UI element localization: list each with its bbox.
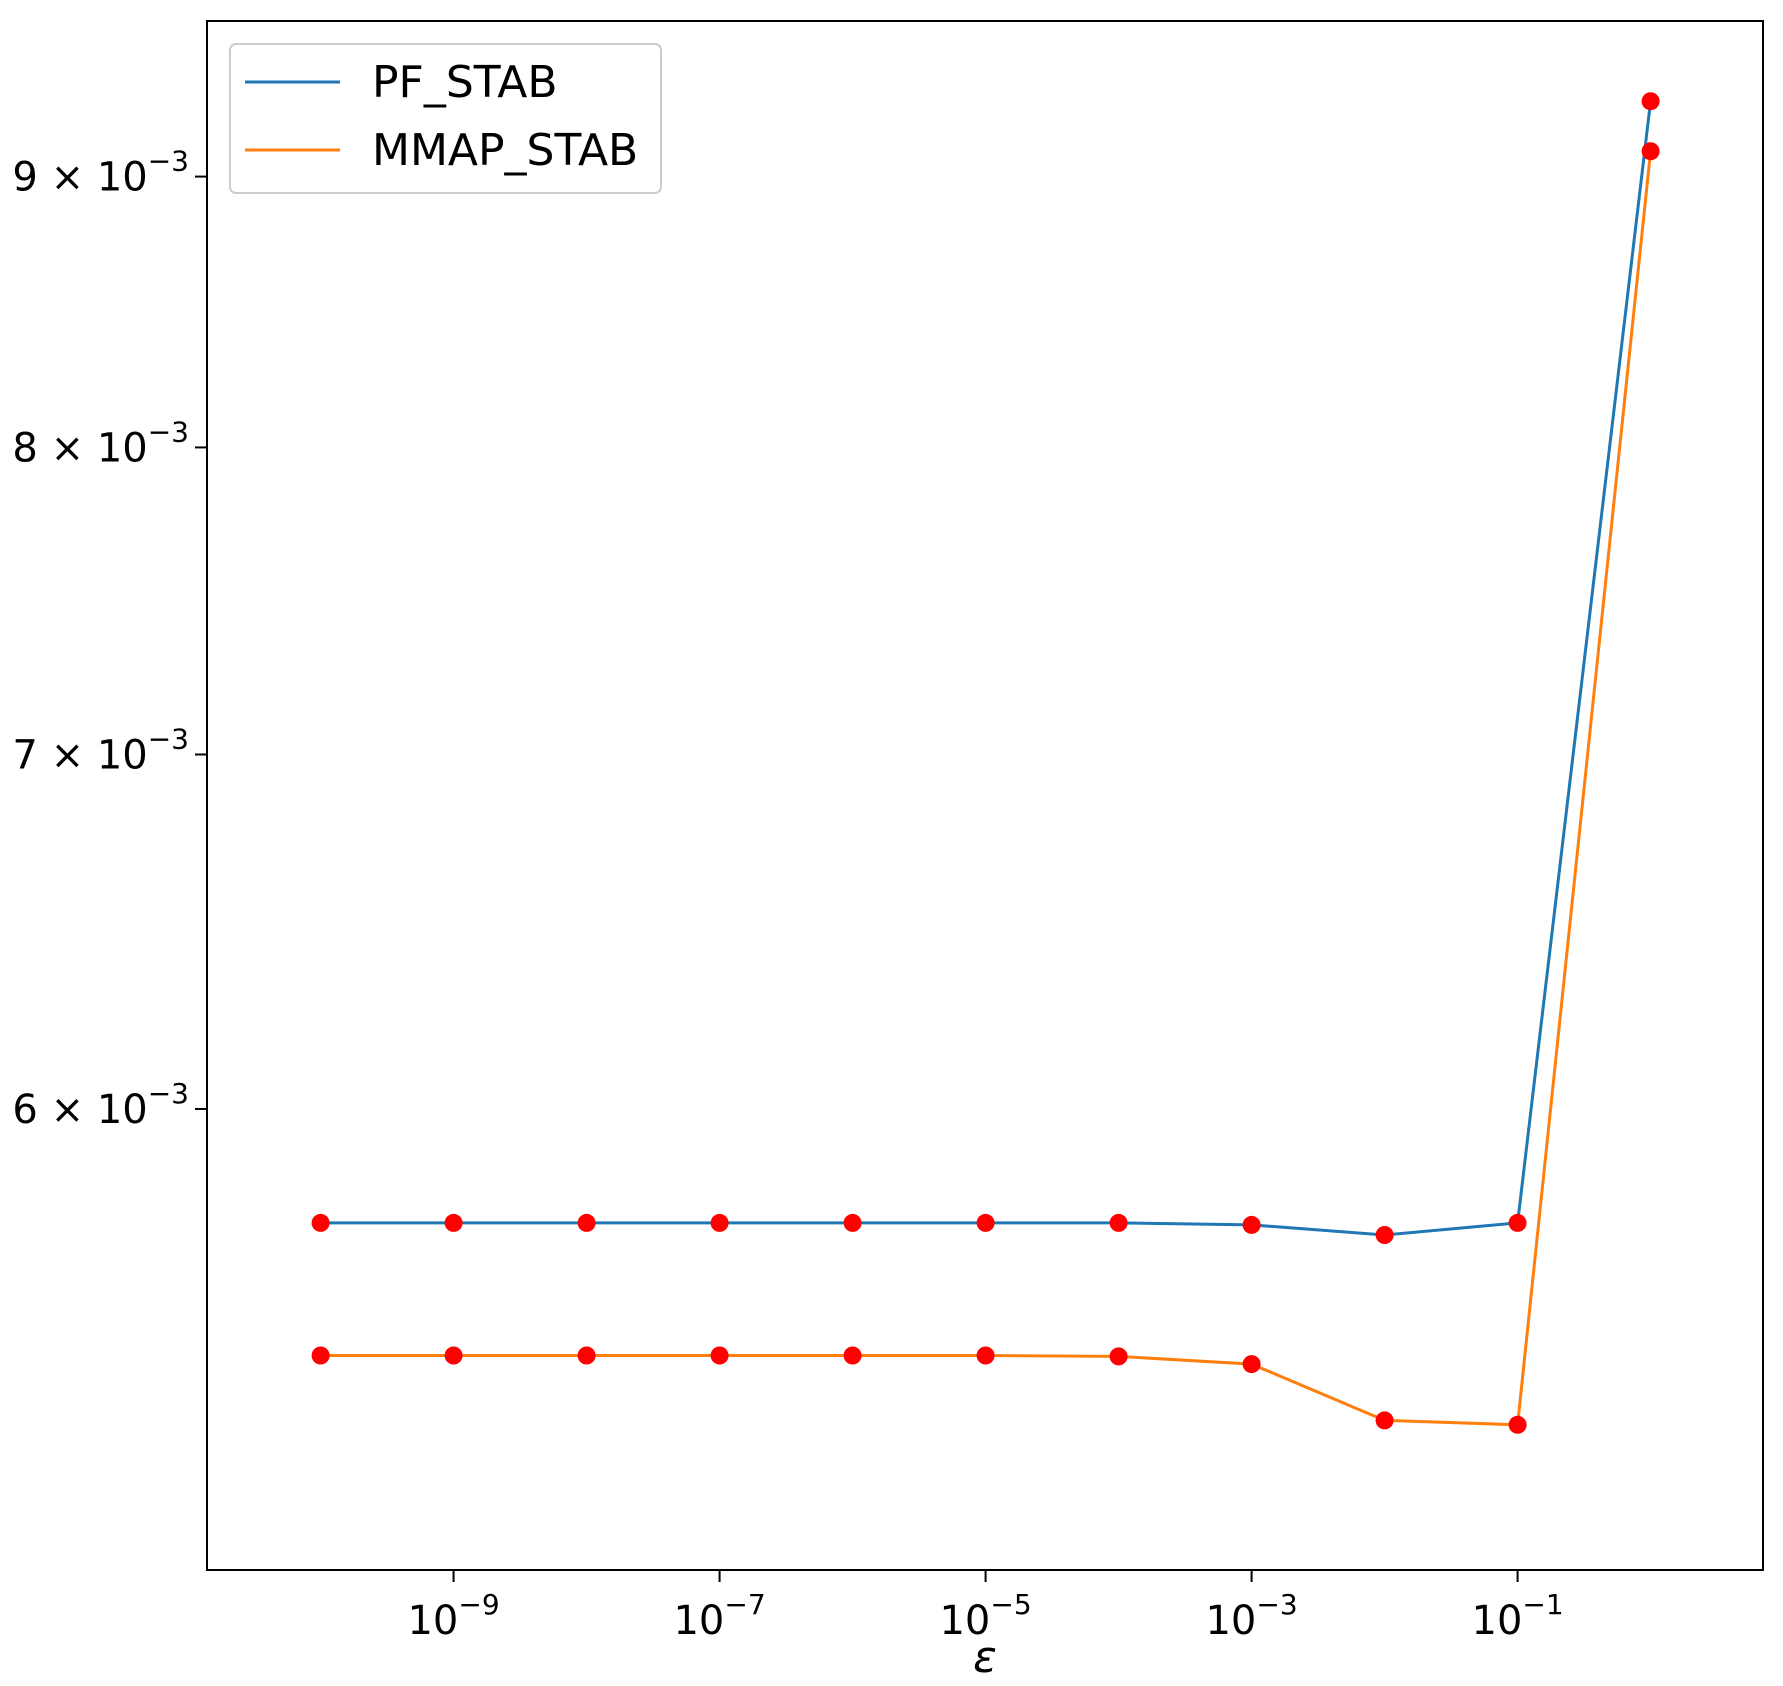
- data-point-1-3: [710, 1346, 729, 1365]
- y-tick-label: 8 × 10−3: [12, 415, 189, 471]
- legend-label-0: PF_STAB: [372, 57, 558, 108]
- data-point-0-3: [710, 1213, 729, 1232]
- data-point-1-7: [1242, 1355, 1261, 1374]
- y-axis-ticks: 6 × 10−3 7 × 10−3 8 × 10−3 9 × 10−3: [12, 145, 207, 1133]
- legend-label-1: MMAP_STAB: [372, 125, 638, 176]
- data-point-0-7: [1242, 1215, 1261, 1234]
- data-point-1-8: [1375, 1411, 1394, 1430]
- x-tick-label: 10−3: [1205, 1588, 1297, 1644]
- data-point-1-1: [444, 1346, 463, 1365]
- legend: PF_STAB MMAP_STAB: [229, 43, 662, 194]
- x-axis-ticks: 10−9 10−7 10−5 10−3 10−1: [407, 1570, 1564, 1644]
- x-tick-label: 10−9: [407, 1588, 499, 1644]
- plot-area: [206, 20, 1764, 1571]
- x-tick-label: 10−5: [939, 1588, 1031, 1644]
- data-point-0-6: [1109, 1213, 1128, 1232]
- data-point-1-5: [976, 1346, 995, 1365]
- data-point-0-5: [976, 1213, 995, 1232]
- data-point-1-0: [311, 1346, 330, 1365]
- data-point-1-6: [1109, 1347, 1128, 1366]
- y-tick-label: 9 × 10−3: [12, 145, 189, 201]
- data-point-0-4: [843, 1213, 862, 1232]
- data-point-0-9: [1508, 1213, 1527, 1232]
- data-point-1-9: [1508, 1415, 1527, 1434]
- x-axis-label: ε: [973, 1632, 997, 1683]
- x-tick-label: 10−1: [1472, 1588, 1564, 1644]
- data-point-1-2: [577, 1346, 596, 1365]
- data-point-0-2: [577, 1213, 596, 1232]
- data-point-0-0: [311, 1213, 330, 1232]
- y-tick-label: 6 × 10−3: [12, 1077, 189, 1133]
- data-point-0-8: [1375, 1226, 1394, 1244]
- data-point-0-1: [444, 1213, 463, 1232]
- data-point-0-10: [1641, 92, 1660, 111]
- data-point-1-10: [1641, 142, 1660, 161]
- y-tick-label: 7 × 10−3: [12, 722, 189, 778]
- data-point-1-4: [843, 1346, 862, 1365]
- marker-layer: [311, 92, 1660, 1434]
- x-tick-label: 10−7: [673, 1588, 765, 1644]
